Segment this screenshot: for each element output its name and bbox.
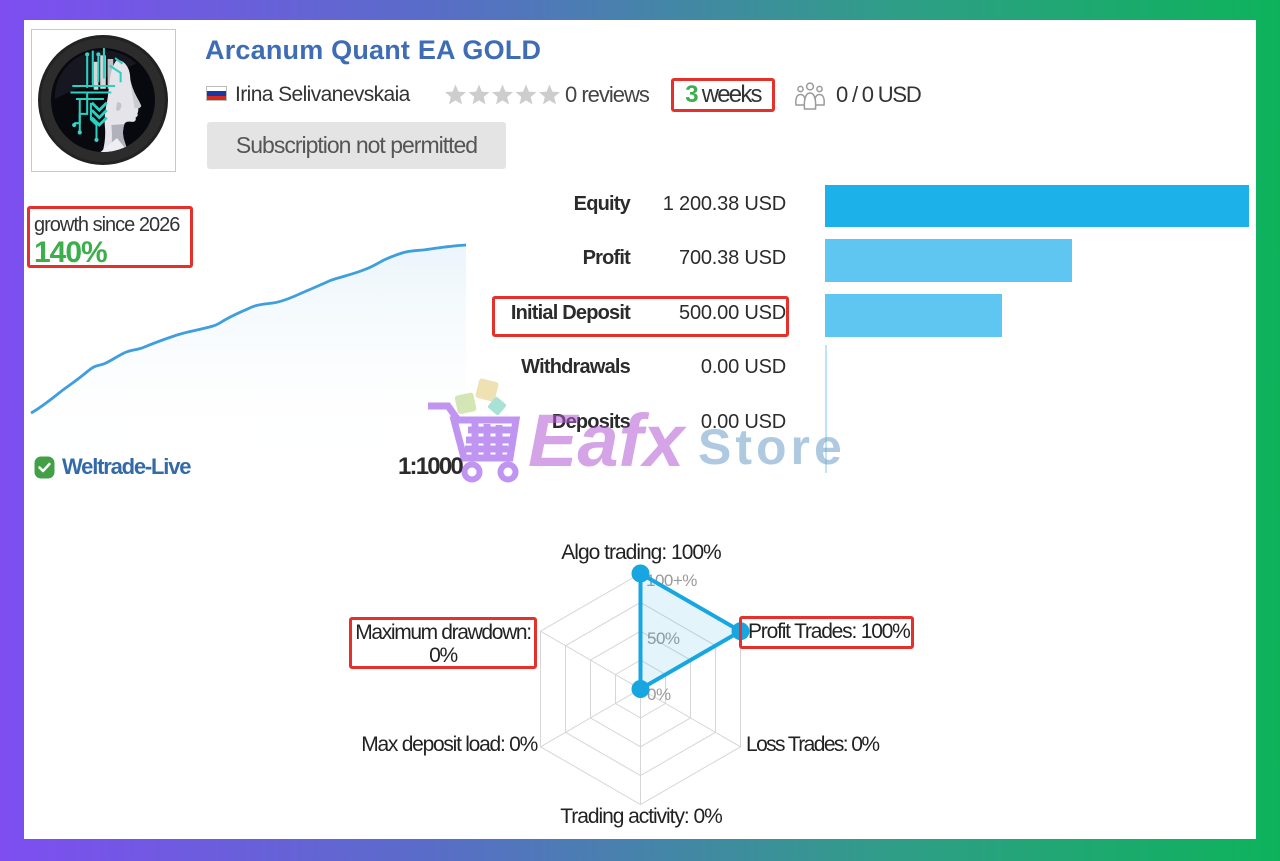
svg-text:50%: 50% (647, 629, 680, 648)
svg-text:0%: 0% (647, 685, 671, 704)
